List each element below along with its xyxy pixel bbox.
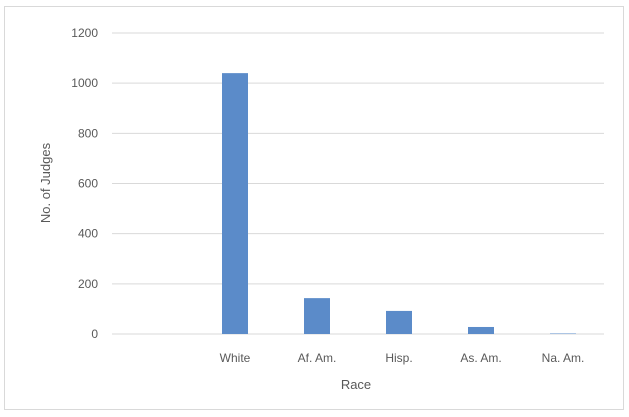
y-tick-label: 200 — [78, 277, 98, 291]
x-axis-title: Race — [341, 377, 371, 392]
x-tick-label: Na. Am. — [542, 351, 585, 365]
x-tick-label: White — [220, 351, 251, 365]
y-tick-labels: 0 200 400 600 800 1000 1200 — [71, 26, 98, 341]
y-tick-label: 600 — [78, 177, 98, 191]
x-tick-label: Af. Am. — [298, 351, 337, 365]
x-tick-labels: White Af. Am. Hisp. As. Am. Na. Am. — [220, 351, 585, 365]
x-tick-label: As. Am. — [460, 351, 501, 365]
bar-na-am — [550, 333, 576, 334]
x-tick-label: Hisp. — [385, 351, 412, 365]
y-tick-label: 0 — [91, 327, 98, 341]
bar-af-am — [304, 298, 330, 334]
bars — [222, 73, 576, 334]
bar-as-am — [468, 326, 494, 334]
y-tick-label: 1200 — [71, 26, 98, 40]
y-tick-label: 800 — [78, 126, 98, 140]
chart-frame — [4, 6, 624, 410]
y-axis-title: No. of Judges — [38, 142, 53, 223]
gridlines — [112, 32, 604, 335]
y-tick-label: 1000 — [71, 76, 98, 90]
bar-hisp — [386, 310, 412, 334]
y-tick-label: 400 — [78, 227, 98, 241]
bar-white — [222, 73, 248, 334]
